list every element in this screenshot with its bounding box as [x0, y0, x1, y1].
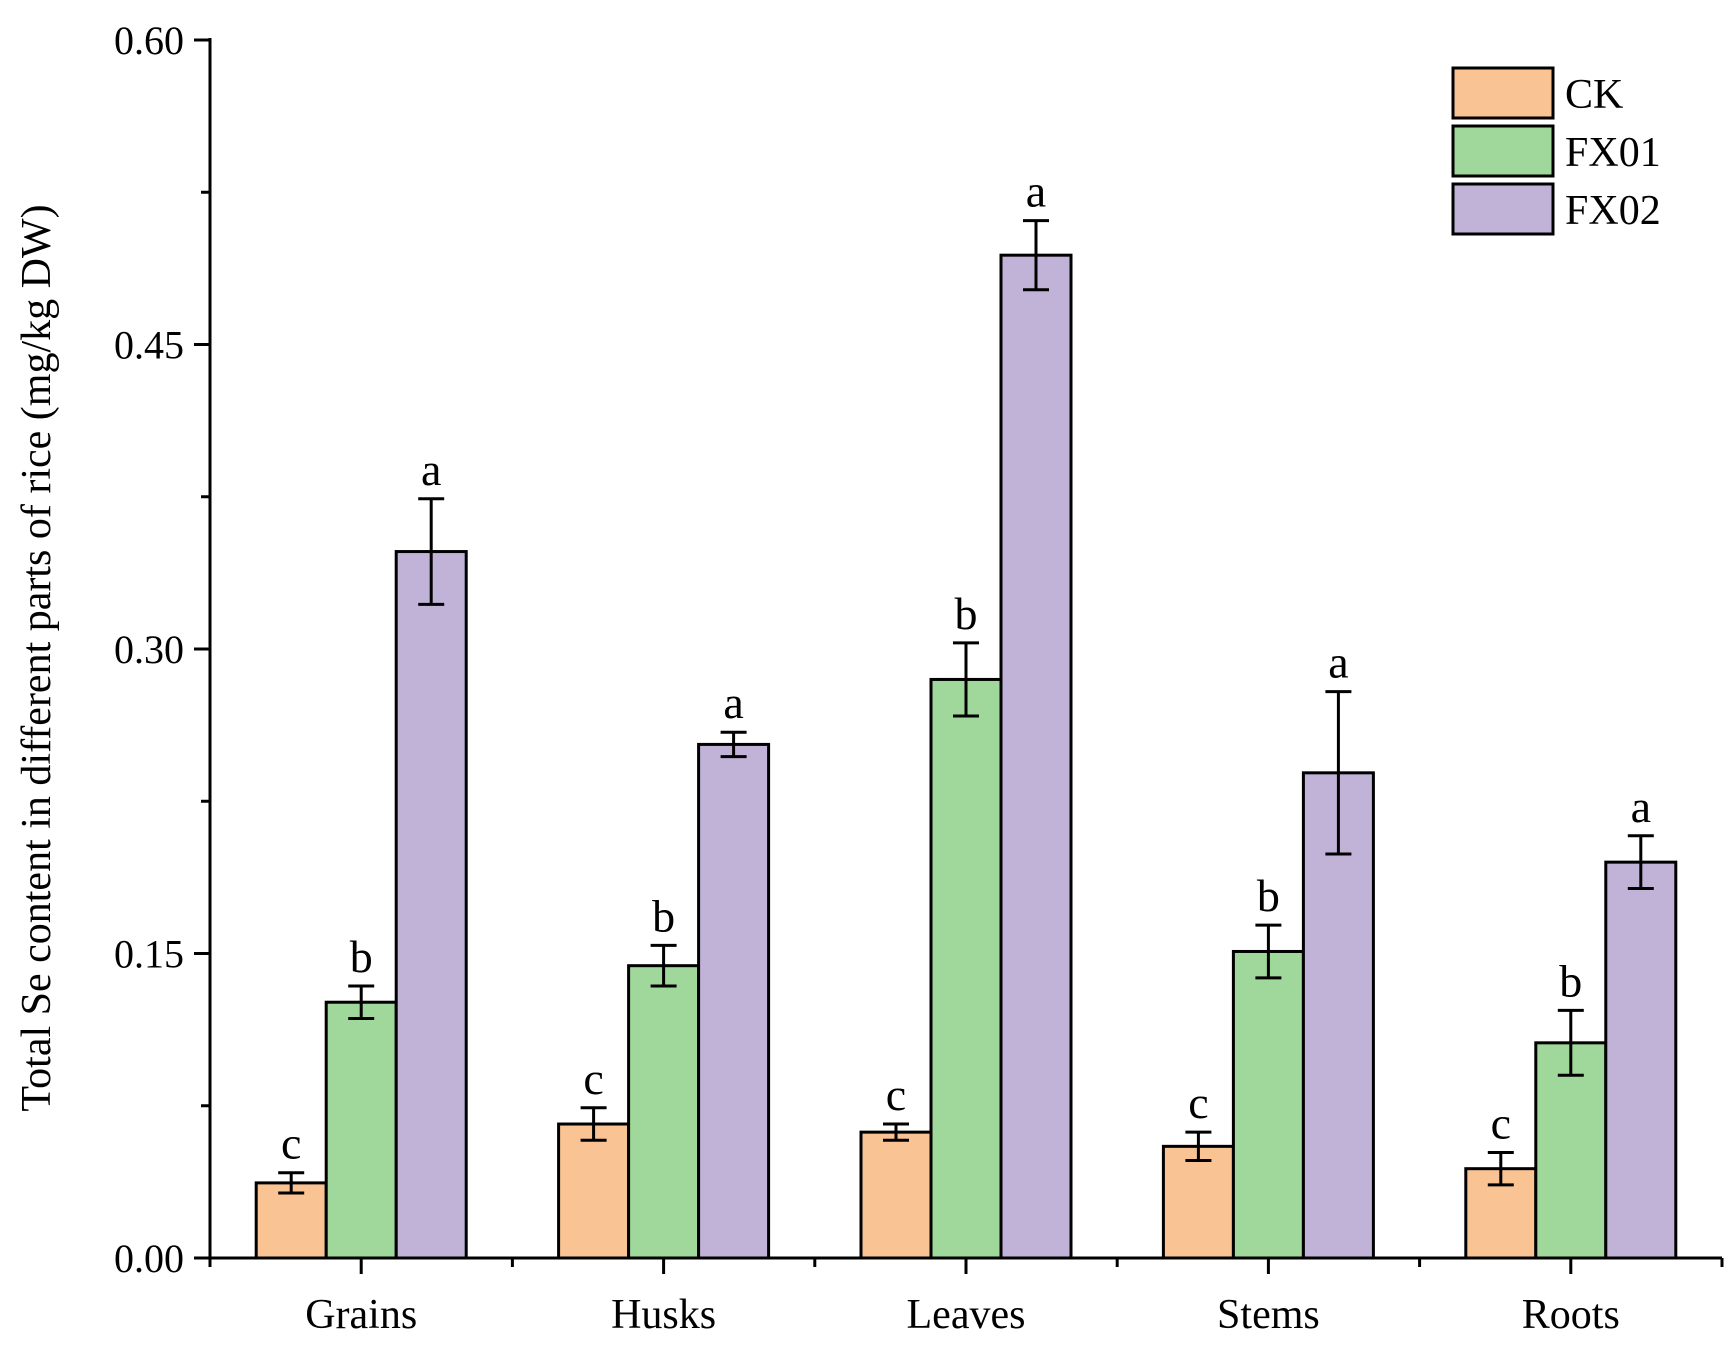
bar-fx02-husks: [697, 742, 771, 1260]
legend: CK FX01 FX02: [1451, 66, 1661, 236]
significance-label: a: [421, 444, 441, 495]
significance-label: a: [1026, 166, 1046, 217]
significance-label: b: [955, 588, 978, 639]
bar-ck-stems: [1161, 1144, 1235, 1260]
y-tick-label: 0.30: [114, 627, 184, 672]
legend-label-fx01: FX01: [1565, 130, 1661, 176]
y-tick-label: 0.00: [114, 1236, 184, 1281]
bar-fx01-husks: [627, 964, 701, 1260]
legend-swatch-fx02: [1451, 182, 1555, 236]
bar-fx01-leaves: [929, 677, 1003, 1260]
significance-label: c: [1491, 1097, 1511, 1148]
significance-label: c: [583, 1053, 603, 1104]
significance-label: b: [350, 931, 373, 982]
significance-label: a: [1328, 637, 1348, 688]
significance-label: c: [886, 1069, 906, 1120]
x-tick-label-husks: Husks: [611, 1292, 716, 1338]
significance-label: b: [1257, 870, 1280, 921]
x-tick-label-leaves: Leaves: [907, 1292, 1026, 1338]
bar-fx02-grains: [394, 550, 468, 1260]
bars-layer: [254, 219, 1678, 1260]
bar-fx02-stems: [1301, 771, 1375, 1260]
x-tick-label-grains: Grains: [305, 1292, 417, 1338]
x-tick-label-roots: Roots: [1522, 1292, 1620, 1338]
legend-label-fx02: FX02: [1565, 188, 1661, 234]
y-tick-label: 0.45: [114, 323, 184, 368]
y-tick-label: 0.15: [114, 932, 184, 977]
axes-layer: [194, 38, 1724, 1274]
y-tick-label: 0.60: [114, 18, 184, 63]
bar-fx02-leaves: [999, 253, 1073, 1260]
bar-ck-husks: [557, 1122, 631, 1260]
legend-label-ck: CK: [1565, 72, 1623, 118]
significance-label: b: [1559, 955, 1582, 1006]
significance-label: c: [281, 1118, 301, 1169]
significance-label: b: [652, 890, 675, 941]
bar-fx02-roots: [1604, 860, 1678, 1260]
labels-layer: c b a Grains c b a Husks c b a Leaves c b a Stems c b a Roo…: [114, 18, 1651, 1338]
legend-swatch-ck: [1451, 66, 1555, 120]
x-tick-label-stems: Stems: [1217, 1292, 1320, 1338]
bar-fx01-stems: [1231, 949, 1305, 1260]
legend-swatch-fx01: [1451, 124, 1555, 178]
significance-label: c: [1188, 1077, 1208, 1128]
bar-fx01-grains: [324, 1000, 398, 1260]
y-axis-title: Total Se content in different parts of r…: [14, 204, 60, 1111]
significance-label: a: [1631, 781, 1651, 832]
bar-ck-leaves: [859, 1130, 933, 1260]
significance-label: a: [723, 677, 743, 728]
